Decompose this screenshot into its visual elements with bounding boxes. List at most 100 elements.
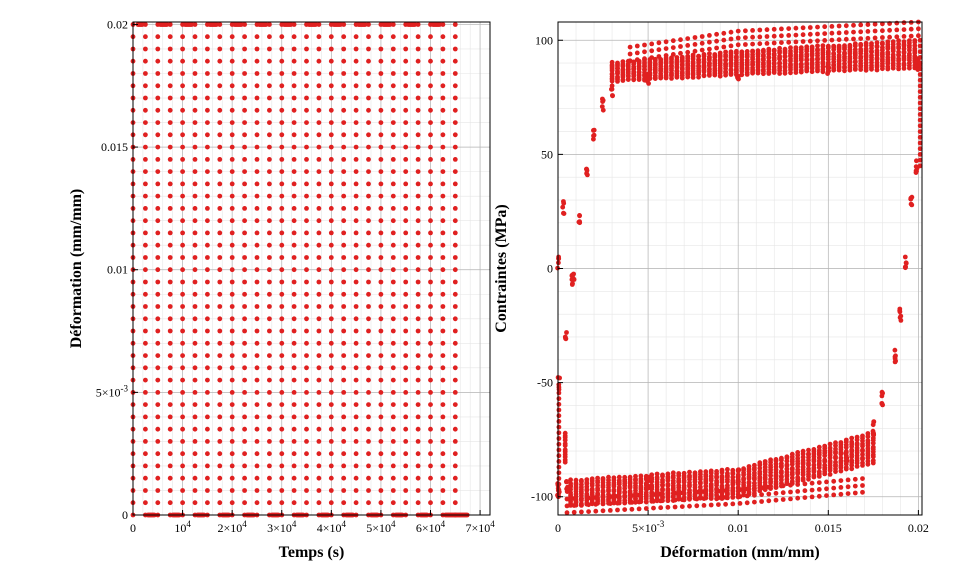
left-data-point (143, 402, 148, 407)
right-data-point (870, 440, 876, 446)
left-data-point (440, 451, 446, 457)
right-data-point (807, 38, 813, 44)
right-data-point (676, 473, 682, 478)
left-data-point (452, 193, 458, 199)
right-data-point (789, 475, 795, 481)
left-data-point (279, 439, 285, 444)
right-data-point (654, 498, 660, 504)
right-data-point (858, 22, 864, 28)
left-data-point (167, 157, 173, 162)
right-data-point (777, 45, 782, 51)
left-data-point (279, 291, 285, 297)
left-data-point (390, 340, 396, 346)
left-data-point (217, 340, 223, 346)
right-y-tick-label: -100 (531, 490, 553, 504)
left-data-point (390, 206, 396, 211)
left-data-point (403, 218, 409, 224)
right-data-point (793, 39, 799, 45)
left-data-point (403, 291, 409, 297)
left-data-point (167, 34, 173, 40)
left-data-point (403, 181, 409, 187)
left-data-point (291, 46, 297, 52)
left-data-point (267, 132, 272, 138)
left-data-point (353, 414, 359, 420)
right-data-point (556, 401, 562, 407)
left-data-point (440, 340, 446, 346)
right-data-point (827, 467, 833, 473)
right-data-point (701, 72, 707, 78)
left-data-point (254, 144, 260, 150)
right-data-point (766, 58, 772, 64)
left-data-point (428, 340, 433, 346)
right-data-point (707, 46, 712, 52)
left-data-point (214, 22, 219, 27)
left-data-point (254, 500, 260, 506)
right-data-point (893, 353, 898, 359)
right-data-point (670, 38, 676, 44)
left-data-point (316, 475, 322, 481)
left-data-point (341, 390, 347, 395)
right-data-point (843, 23, 849, 29)
left-data-point (279, 402, 285, 407)
left-data-point (304, 402, 309, 407)
left-data-point (452, 242, 458, 248)
right-data-point (809, 56, 815, 62)
left-x-tick-label: 3×104 (267, 519, 297, 535)
right-data-point (822, 453, 828, 459)
left-data-point (452, 71, 458, 76)
right-data-point (822, 38, 828, 43)
right-data-point (896, 38, 901, 44)
left-data-point (353, 463, 359, 469)
right-data-point (642, 56, 647, 62)
right-data-point (902, 254, 908, 260)
right-data-point (912, 43, 918, 48)
right-data-point (815, 24, 820, 30)
right-data-point (577, 220, 583, 226)
left-data-point (328, 340, 334, 346)
left-data-point (205, 120, 210, 125)
left-data-point (403, 340, 409, 346)
right-data-point (865, 434, 871, 439)
left-data-point (403, 377, 409, 383)
left-data-point (291, 242, 297, 248)
right-data-point (698, 490, 703, 496)
left-data-point (452, 169, 458, 175)
left-data-point (267, 83, 272, 89)
left-data-point (390, 169, 396, 175)
right-data-point (701, 496, 707, 501)
left-data-point (192, 144, 198, 150)
right-data-point (556, 476, 562, 481)
left-data-point (403, 169, 409, 175)
left-data-point (143, 120, 148, 125)
left-data-point (403, 107, 409, 113)
left-data-point (180, 377, 186, 383)
left-data-point (254, 267, 260, 273)
left-data-point (440, 255, 446, 260)
left-data-point (229, 83, 235, 89)
left-data-point (353, 230, 359, 236)
left-data-point (242, 426, 248, 432)
right-data-point (825, 43, 831, 49)
left-data-point (341, 279, 347, 285)
left-data-point (452, 365, 458, 371)
right-data-point (735, 35, 741, 41)
left-data-point (254, 451, 260, 457)
right-data-point (816, 474, 822, 479)
right-data-point (843, 466, 849, 472)
right-data-point (863, 46, 869, 52)
left-data-point (279, 426, 285, 432)
right-data-point (898, 318, 904, 323)
right-data-point (865, 22, 871, 27)
right-data-point (784, 481, 790, 487)
right-data-point (755, 48, 761, 54)
left-data-point (167, 144, 173, 150)
left-data-point (155, 230, 161, 236)
left-data-point (217, 267, 223, 273)
right-data-point (721, 30, 727, 36)
left-data-point (192, 377, 198, 383)
left-data-point (267, 144, 272, 150)
left-data-point (316, 120, 322, 125)
left-data-point (428, 46, 433, 52)
right-data-point (836, 30, 842, 36)
left-data-point (189, 22, 195, 27)
